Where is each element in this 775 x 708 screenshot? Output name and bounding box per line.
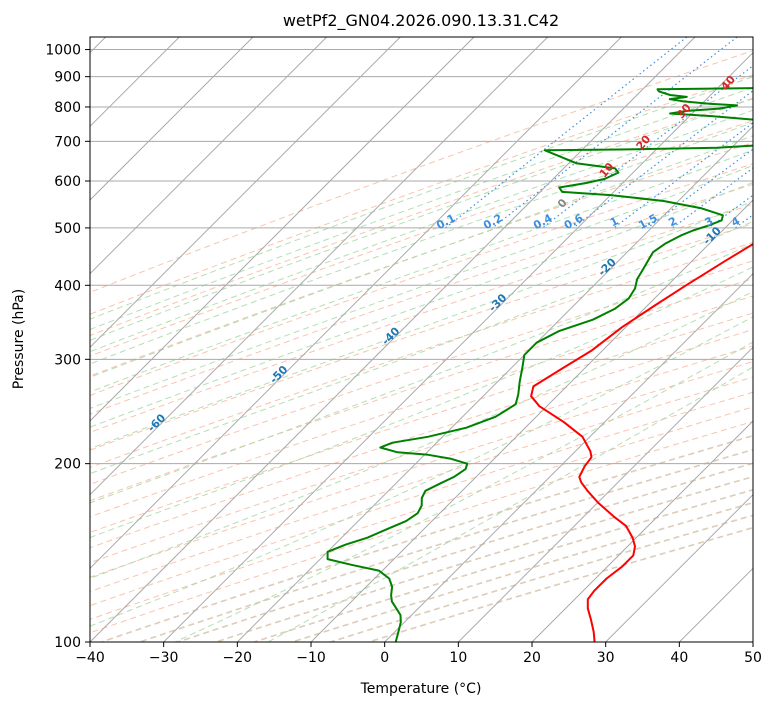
isotherm-line (236, 125, 753, 642)
moist-adiabat (90, 98, 753, 341)
isotherm-line (90, 37, 254, 201)
isotherm-line (90, 37, 401, 349)
plot-frame (89, 36, 754, 643)
isotherm-line (310, 199, 753, 642)
dry-adiabat (90, 163, 753, 396)
isotherm-line (90, 37, 622, 570)
y-axis-title: Pressure (hPa) (11, 289, 27, 389)
x-tick-label: −40 (75, 650, 105, 666)
x-tick-label: 40 (670, 650, 688, 666)
mixing-ratio-line (672, 167, 753, 229)
y-tick-label: 900 (54, 70, 81, 86)
isotherm-line (163, 51, 753, 642)
mixing-ratio-line (613, 122, 753, 229)
mixing-ratio-label: 6 (768, 214, 775, 229)
isotherm-line (90, 37, 475, 422)
y-tick-label: 1000 (45, 43, 81, 59)
x-tick-label: 0 (380, 650, 389, 666)
x-tick-label: 20 (523, 650, 541, 666)
moist-adiabat (90, 109, 753, 353)
y-tick-label: 600 (54, 174, 81, 190)
x-tick-label: 50 (744, 650, 762, 666)
mixing-ratio-label: 0.2 (481, 211, 504, 232)
dewpoint-profile (326, 87, 753, 642)
isotherm-line (90, 37, 328, 275)
moist-adiabat (90, 242, 753, 504)
dry-adiabat (90, 278, 753, 502)
x-tick-label: −20 (223, 650, 253, 666)
y-tick-label: 200 (54, 457, 81, 473)
mixing-ratio-line (572, 89, 753, 229)
x-tick-label: −30 (149, 650, 179, 666)
moist-adiabat (90, 181, 753, 428)
x-tick-label: 30 (597, 650, 615, 666)
dry-adiabat (177, 462, 753, 642)
chart-title: wetPf2_GN04.2026.090.13.31.C42 (283, 11, 559, 31)
iso-labels: 0.10.20.40.611.52346810131620253036-100-… (23, 73, 775, 483)
isotherm-label: -60 (145, 411, 168, 434)
y-tick-label: 500 (54, 221, 81, 237)
x-ticks: −40 −30 −20 −10 0 10 20 30 40 50 (75, 642, 762, 666)
isotherm-line (457, 346, 753, 642)
profiles (326, 87, 753, 642)
moist-adiabat (90, 200, 753, 450)
mixing-ratio-label: 2 (666, 214, 679, 229)
moist-adiabat (90, 316, 753, 627)
moist-adiabat-label: 0 (555, 196, 570, 210)
dry-adiabat (330, 514, 753, 642)
mixing-ratio-label: 0.6 (562, 211, 586, 232)
y-tick-label: 800 (54, 100, 81, 116)
dry-adiabat (90, 97, 753, 337)
isotherm-label: -50 (267, 363, 290, 386)
isotherm-line (752, 641, 753, 642)
moist-adiabat (267, 366, 753, 642)
dry-adiabat (90, 312, 753, 533)
y-ticks: 100 200 300 400 500 600 700 800 900 1000 (45, 43, 90, 651)
dry-adiabat (90, 329, 753, 549)
moist-adiabat (90, 266, 753, 539)
isotherm-label: -20 (596, 255, 619, 278)
x-axis-title: Temperature (°C) (360, 681, 482, 697)
isotherm-line (90, 37, 549, 496)
dry-adiabat (90, 50, 753, 293)
mixing-ratio-line (492, 37, 738, 229)
x-tick-label: 10 (449, 650, 467, 666)
mixing-ratio-line (647, 148, 753, 229)
y-tick-label: 400 (54, 278, 81, 294)
y-tick-label: 700 (54, 134, 81, 150)
dry-adiabat (90, 74, 753, 315)
isotherm-line (678, 567, 753, 642)
isotherm-line (90, 37, 696, 642)
moist-adiabat (90, 164, 753, 409)
moist-adiabat (90, 76, 753, 320)
mixing-ratio-label: 1 (608, 214, 621, 229)
isotherm-label: -40 (379, 324, 402, 347)
dry-adiabat (368, 526, 753, 642)
dry-adiabat (101, 434, 753, 642)
grid-lines (90, 37, 753, 642)
isotherm-label: -70 (23, 460, 46, 483)
x-tick-label: −10 (296, 650, 326, 666)
temperature-profile (530, 242, 753, 642)
dry-adiabat (215, 475, 753, 642)
dry-adiabat (90, 142, 753, 377)
dry-adiabat (90, 223, 753, 451)
isotherm-line (531, 420, 753, 642)
moist-adiabat-label: 40 (718, 73, 738, 93)
dry-adiabat (90, 391, 753, 607)
moist-adiabat (90, 86, 753, 331)
isotherm-line (384, 272, 753, 642)
mixing-ratio-label: 1.5 (636, 211, 659, 232)
dry-adiabat (90, 361, 753, 578)
y-tick-label: 100 (54, 635, 81, 651)
isotherm-line (605, 493, 753, 642)
mixing-ratio-label: 0.1 (434, 211, 457, 232)
y-tick-label: 300 (54, 352, 81, 368)
isotherm-label: -30 (486, 291, 509, 314)
mixing-ratio-line (445, 37, 688, 229)
